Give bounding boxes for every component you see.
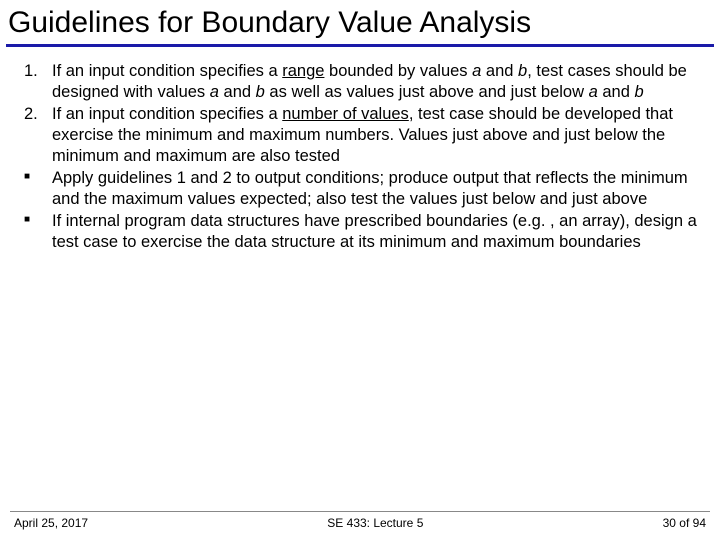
list-item-text: If an input condition specifies a number… [52,104,698,166]
list-item-text: If an input condition specifies a range … [52,61,698,102]
number-marker: 1. [18,61,52,102]
footer-date: April 25, 2017 [14,516,88,530]
list-item: ■If internal program data structures hav… [18,211,698,252]
content-area: 1.If an input condition specifies a rang… [0,61,720,253]
list-item-text: If internal program data structures have… [52,211,698,252]
footer-rule [10,511,710,512]
page-current: 30 [663,516,680,530]
bullet-marker: ■ [18,211,52,252]
list-item: 2.If an input condition specifies a numb… [18,104,698,166]
title-rule [6,44,714,47]
footer-center: SE 433: Lecture 5 [327,516,423,530]
footer: April 25, 2017 SE 433: Lecture 5 30 of 9… [0,516,720,530]
list-item: ■Apply guidelines 1 and 2 to output cond… [18,168,698,209]
footer-page: 30 of 94 [663,516,706,530]
list-item-text: Apply guidelines 1 and 2 to output condi… [52,168,698,209]
page-total: of 94 [679,516,706,530]
slide-title: Guidelines for Boundary Value Analysis [0,0,720,44]
number-marker: 2. [18,104,52,166]
bullet-marker: ■ [18,168,52,209]
list-item: 1.If an input condition specifies a rang… [18,61,698,102]
